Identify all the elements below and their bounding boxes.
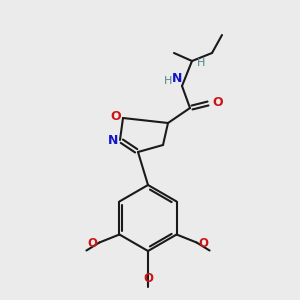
Text: O: O [111,110,121,124]
Text: O: O [143,272,153,284]
Text: N: N [108,134,118,148]
Text: N: N [172,71,182,85]
Text: O: O [87,237,98,250]
Text: O: O [213,95,223,109]
Text: H: H [197,58,205,68]
Text: O: O [199,237,208,250]
Text: H: H [164,76,172,86]
